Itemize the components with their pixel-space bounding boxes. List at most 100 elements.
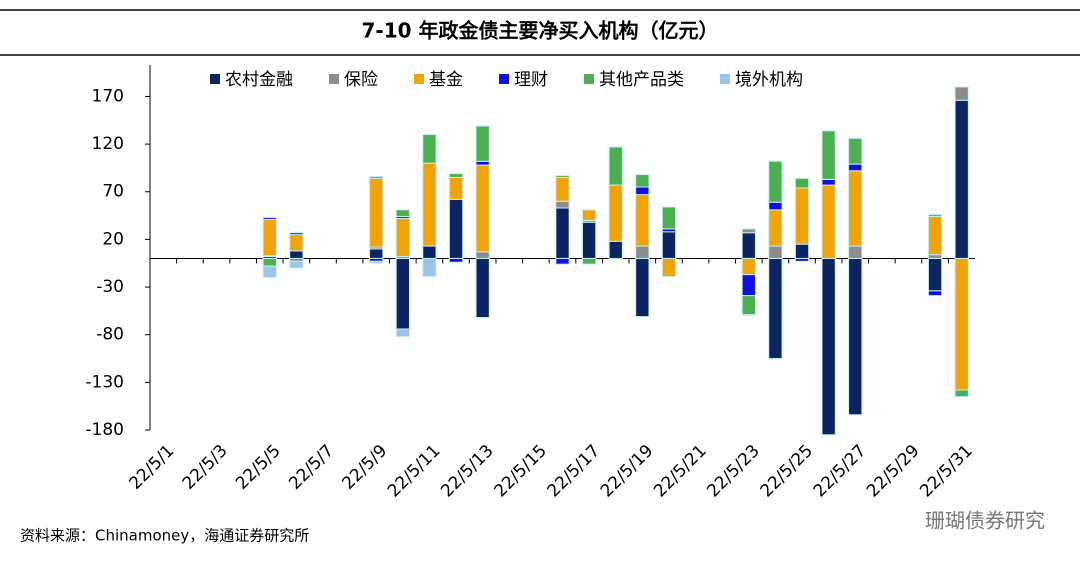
chart-title: 7-10 年政金债主要净买入机构（亿元） (361, 19, 718, 43)
bar-segment (475, 125, 490, 162)
bar-segment (262, 265, 277, 279)
bar-segment (395, 257, 410, 330)
y-tick-label: 170 (92, 86, 124, 106)
bar-segment (635, 245, 650, 259)
bar-segment (741, 295, 756, 316)
bar-segment (741, 232, 756, 259)
bar-segment (768, 245, 783, 259)
bar-segment (848, 163, 863, 172)
x-tick-label: 22/5/13 (437, 441, 497, 501)
legend-label: 保险 (344, 70, 378, 90)
bar-segment (608, 184, 623, 242)
bar-segment (395, 217, 410, 258)
bar-segment (954, 99, 969, 259)
y-tick-label: 70 (102, 182, 124, 202)
bar-segment (635, 186, 650, 196)
bar-segment (395, 209, 410, 218)
bar-segment (821, 178, 836, 186)
legend-label: 其他产品类 (599, 70, 684, 90)
bar-segment (954, 389, 969, 398)
y-tick-label: 20 (102, 229, 124, 249)
bar-segment (821, 257, 836, 436)
bar-segment (262, 257, 277, 267)
legend-label: 境外机构 (735, 70, 803, 90)
bar-segment (954, 86, 969, 101)
bar-segment (768, 257, 783, 360)
x-tick-label: 22/5/11 (384, 441, 444, 501)
bar-segment (369, 177, 384, 248)
x-tick-label: 22/5/29 (863, 441, 923, 501)
bar-segment (848, 245, 863, 259)
bar-segment (635, 174, 650, 188)
legend-swatch (329, 74, 339, 84)
bar-segment (289, 250, 304, 259)
bar-segment (422, 162, 437, 247)
bar-segment (422, 257, 437, 278)
bar-segment (768, 209, 783, 247)
bar-segment (768, 160, 783, 203)
x-tick-label: 22/5/1 (126, 441, 179, 494)
bar-segment (741, 274, 756, 297)
bar-segment (555, 257, 570, 265)
bar-segment (635, 194, 650, 247)
y-tick-label: -130 (85, 372, 124, 392)
bar-segment (768, 201, 783, 211)
bar-segment (608, 146, 623, 186)
bar-segment (661, 231, 677, 259)
bar-segment (369, 248, 384, 259)
bar-segment (475, 160, 490, 166)
legend-swatch (414, 74, 424, 84)
x-tick-label: 22/5/5 (232, 441, 285, 494)
x-tick-label: 22/5/7 (285, 441, 338, 494)
bar-segment (661, 206, 677, 230)
bar-segment (741, 228, 756, 234)
y-tick-label: -30 (96, 277, 124, 297)
bar-segment (475, 257, 490, 319)
legend-swatch (210, 74, 220, 84)
bar-segment (448, 257, 464, 263)
y-tick-label: -80 (96, 325, 124, 345)
legend-label: 基金 (429, 70, 463, 90)
bar-segment (848, 170, 863, 247)
x-tick-label: 22/5/25 (757, 441, 817, 501)
bar-segment (794, 243, 810, 259)
bar-segment (661, 257, 677, 278)
bar-segment (794, 177, 810, 189)
bar-segment (927, 216, 943, 256)
bar-segment (821, 184, 836, 259)
bar-segment (848, 137, 863, 165)
legend-swatch (720, 74, 730, 84)
x-tick-label: 22/5/23 (703, 441, 763, 501)
bar-segment (422, 245, 437, 259)
bar-segment (262, 218, 277, 257)
legend-label: 理财 (514, 70, 548, 90)
legend-swatch (499, 74, 509, 84)
x-tick-label: 22/5/21 (650, 441, 710, 501)
bar-segment (954, 257, 969, 391)
bar-segment (927, 254, 943, 259)
bar-segment (927, 257, 943, 292)
bar-segment (395, 328, 410, 338)
bar-segment (422, 134, 437, 164)
bar-segment (741, 257, 756, 276)
bar-segment (794, 187, 810, 245)
x-tick-label: 22/5/19 (597, 441, 657, 501)
bar-segment (927, 290, 943, 297)
y-tick-label: 120 (92, 134, 124, 154)
bar-segment (821, 130, 836, 180)
x-tick-label: 22/5/15 (490, 441, 550, 501)
bar-segment (448, 176, 464, 200)
x-tick-label: 22/5/9 (338, 441, 391, 494)
bar-segment (635, 257, 650, 318)
x-tick-label: 22/5/17 (544, 441, 604, 501)
bar-segment (794, 257, 810, 262)
y-tick-label: -180 (85, 420, 124, 440)
bar-segment (581, 209, 597, 221)
bar-segment (555, 207, 570, 259)
legend-swatch (584, 74, 594, 84)
bar-segment (581, 257, 597, 265)
bar-segment (608, 240, 623, 259)
bar-segment (927, 214, 943, 218)
bar-segment (475, 251, 490, 259)
